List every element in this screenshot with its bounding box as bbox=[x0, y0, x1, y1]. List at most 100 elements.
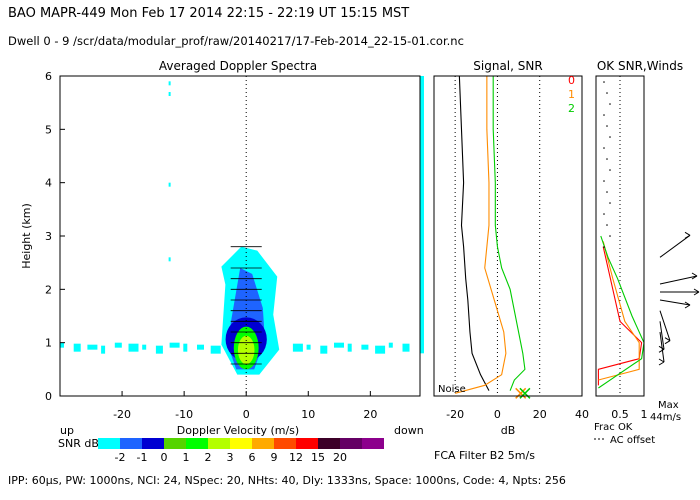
direction-down-label: down bbox=[394, 424, 424, 437]
wind-vector bbox=[659, 321, 665, 350]
clutter-band bbox=[388, 342, 393, 348]
wind-max-value: 44m/s bbox=[650, 412, 681, 423]
y-tick-label: 5 bbox=[45, 123, 52, 136]
colorbar-tick-label: 20 bbox=[333, 451, 347, 464]
snr-series-line bbox=[458, 75, 490, 391]
wind-arrowhead bbox=[684, 231, 691, 239]
clutter-band bbox=[197, 344, 204, 350]
snr-series-line bbox=[454, 76, 507, 394]
legend-entry: 1 bbox=[568, 88, 575, 101]
wind-vector bbox=[659, 331, 665, 363]
speckle bbox=[168, 257, 171, 262]
ac-offset-dot bbox=[609, 103, 611, 105]
noise-marker bbox=[519, 387, 531, 399]
colorbar-swatch bbox=[230, 438, 252, 449]
clutter-band bbox=[292, 343, 303, 352]
ac-offset-label: AC offset bbox=[610, 435, 655, 446]
wind-arrowhead bbox=[658, 358, 665, 366]
x-tick-label: 0.5 bbox=[611, 408, 629, 421]
ok-winds-panel bbox=[597, 76, 645, 396]
signal-snr-title: Signal, SNR bbox=[473, 59, 542, 73]
x-tick-label: -20 bbox=[113, 408, 131, 421]
ac-offset-dot bbox=[603, 114, 605, 116]
clutter-band bbox=[169, 342, 180, 348]
colorbar-swatch bbox=[98, 438, 120, 449]
spectra-title: Averaged Doppler Spectra bbox=[159, 59, 317, 73]
colorbar-tick-label: 0 bbox=[161, 451, 168, 464]
legend-entry: 0 bbox=[568, 74, 575, 87]
wind-vector bbox=[659, 299, 691, 306]
colorbar-swatch bbox=[340, 438, 362, 449]
wind-arrowhead bbox=[684, 301, 691, 309]
y-tick-label: 0 bbox=[45, 390, 52, 403]
clutter-band bbox=[183, 343, 188, 352]
filter-label: FCA Filter B2 5m/s bbox=[434, 449, 535, 462]
wind-vector bbox=[659, 310, 671, 341]
colorbar-tick-label: -1 bbox=[137, 451, 148, 464]
y-tick-label: 3 bbox=[45, 230, 52, 243]
clutter-band bbox=[128, 343, 139, 352]
x-tick-label: 20 bbox=[533, 408, 547, 421]
colorbar-tick-label: 3 bbox=[227, 451, 234, 464]
ac-offset-dot bbox=[606, 191, 608, 193]
y-tick-label: 2 bbox=[45, 283, 52, 296]
x-tick-label: 20 bbox=[363, 408, 377, 421]
clutter-band bbox=[210, 345, 221, 354]
direction-up-label: up bbox=[60, 424, 74, 437]
noise-label: Noise bbox=[438, 384, 466, 395]
colorbar-tick-label: 9 bbox=[271, 451, 278, 464]
colorbar-tick-label: 12 bbox=[289, 451, 303, 464]
frac-ok-series-line bbox=[598, 235, 645, 389]
signal-snr-frame bbox=[433, 75, 583, 397]
x-tick-label: 0 bbox=[494, 408, 501, 421]
wind-max-label: Max bbox=[658, 400, 679, 411]
speckle bbox=[168, 92, 171, 96]
snr-colorbar: -2 -1 0 1 2 3 6 9 12 15 20 bbox=[98, 438, 384, 464]
ok-winds-title: OK SNR,Winds bbox=[597, 59, 683, 73]
clutter-band bbox=[375, 345, 386, 354]
x-tick-label: 0 bbox=[243, 408, 250, 421]
dc-spike bbox=[420, 76, 424, 354]
colorbar-swatch bbox=[274, 438, 296, 449]
colorbar-swatch bbox=[120, 438, 142, 449]
colorbar-swatch bbox=[164, 438, 186, 449]
noise-marker bbox=[515, 387, 527, 399]
ac-offset-dot bbox=[609, 202, 611, 204]
colorbar-tick-label: 6 bbox=[249, 451, 256, 464]
clutter-band bbox=[361, 344, 369, 350]
colorbar-tick-label: 2 bbox=[205, 451, 212, 464]
clutter-band bbox=[114, 342, 122, 348]
clutter-band bbox=[306, 344, 311, 350]
ac-offset-dot bbox=[606, 158, 608, 160]
ac-offset-dot bbox=[606, 92, 608, 94]
radar-parameters-footer: IPP: 60μs, PW: 1000ns, NCI: 24, NSpec: 2… bbox=[8, 474, 566, 487]
colorbar-swatch bbox=[296, 438, 318, 449]
y-tick-label: 1 bbox=[45, 337, 52, 350]
x-tick-label: -20 bbox=[446, 408, 464, 421]
colorbar-label: SNR dB bbox=[58, 437, 99, 450]
clutter-band bbox=[87, 344, 98, 350]
colorbar-swatch bbox=[208, 438, 230, 449]
ac-offset-dot bbox=[603, 147, 605, 149]
wind-arrowhead bbox=[693, 288, 700, 296]
y-tick-label: 6 bbox=[45, 70, 52, 83]
ac-offset-dot bbox=[603, 213, 605, 215]
ac-offset-dot bbox=[603, 81, 605, 83]
wind-arrowhead bbox=[658, 345, 665, 353]
colorbar-swatch bbox=[142, 438, 164, 449]
spectra-xlabel: Doppler Velocity (m/s) bbox=[177, 424, 299, 437]
clutter-band bbox=[320, 345, 328, 354]
spectra-frame bbox=[59, 75, 421, 397]
spectra-ylabel: Height (km) bbox=[20, 203, 33, 269]
frac-ok-series-line bbox=[597, 246, 643, 386]
clutter-band bbox=[101, 345, 106, 354]
colorbar-swatch bbox=[318, 438, 340, 449]
ac-offset-dot bbox=[609, 169, 611, 171]
colorbar-tick-label: 1 bbox=[183, 451, 190, 464]
frac-ok-xlabel: Frac OK bbox=[594, 422, 633, 433]
ac-offset-dot bbox=[609, 136, 611, 138]
ac-offset-dot bbox=[606, 125, 608, 127]
clutter-band bbox=[142, 344, 147, 350]
ac-offset-dot bbox=[609, 235, 611, 237]
clutter-band bbox=[402, 343, 410, 352]
